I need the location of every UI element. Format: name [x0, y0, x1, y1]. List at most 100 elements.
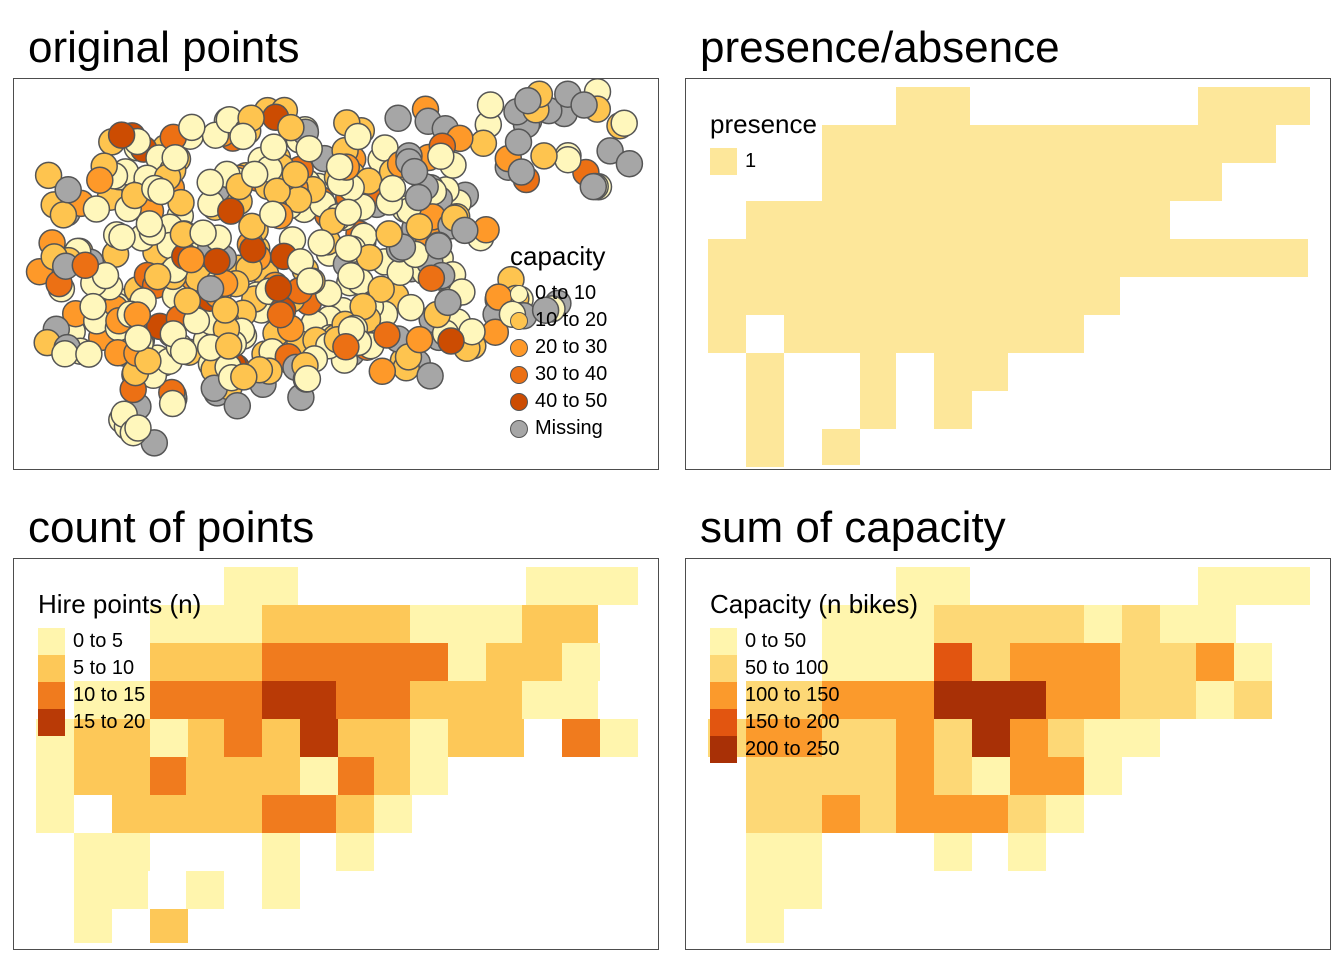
raster-cell: [562, 643, 600, 681]
legend-swatch: [510, 284, 528, 303]
raster-cell: [448, 719, 524, 757]
point-marker: [307, 229, 335, 257]
point-marker: [531, 296, 560, 324]
raster-cell: [224, 719, 262, 757]
legend-label: 50 to 100: [745, 657, 829, 679]
point-marker: [51, 340, 79, 368]
raster-cell: [934, 757, 972, 795]
point-marker: [108, 223, 136, 251]
legend-title: presence: [710, 109, 817, 139]
raster-cell: [896, 719, 934, 757]
presence-raster: [708, 87, 1310, 469]
legend-item: 30 to 40: [510, 361, 607, 388]
point-marker: [264, 274, 293, 302]
point-marker: [469, 129, 498, 158]
raster-cell: [374, 757, 410, 795]
raster-cell: [262, 871, 300, 909]
raster-cell: [896, 567, 970, 605]
raster-cell: [934, 719, 972, 757]
legend-item: 50 to 100: [710, 655, 918, 682]
point-marker: [223, 392, 252, 420]
raster-cell: [746, 681, 822, 719]
legend-label: 1: [745, 150, 757, 172]
legend-swatch: [710, 682, 737, 709]
legend-label: 10 to 15: [73, 684, 146, 706]
raster-cell: [1008, 795, 1046, 833]
legend-item: 0 to 50: [710, 628, 918, 655]
point-marker: [416, 362, 444, 390]
point-marker: [277, 113, 305, 142]
raster-cell: [860, 795, 896, 833]
legend-item: 20 to 30: [510, 334, 607, 361]
legend-item: 150 to 200: [710, 709, 918, 736]
point-marker: [259, 200, 287, 229]
points-layer: [25, 79, 644, 457]
point-marker: [293, 365, 322, 393]
point-marker: [384, 104, 412, 133]
point-marker: [161, 143, 189, 172]
legend-item: 10 to 15: [38, 682, 201, 709]
point-marker: [49, 201, 78, 229]
raster-cell: [1046, 795, 1084, 833]
point-marker: [504, 128, 533, 156]
point-marker: [476, 91, 505, 119]
raster-cell: [896, 795, 1008, 833]
point-marker: [158, 389, 187, 418]
raster-cell: [262, 719, 300, 757]
raster-cell: [746, 909, 784, 943]
raster-cell: [746, 757, 784, 795]
raster-cell: [746, 871, 822, 909]
point-marker: [579, 172, 608, 201]
legend-item: 5 to 10: [38, 655, 201, 682]
raster-cell: [150, 681, 186, 719]
point-marker: [169, 337, 198, 366]
raster-cell: [338, 719, 410, 757]
legend-presence: presence 1: [710, 109, 817, 175]
raster-cell: [522, 681, 598, 719]
raster-cell: [1234, 681, 1272, 719]
legend-swatch: [510, 338, 528, 357]
point-marker: [240, 160, 269, 189]
point-marker: [124, 324, 152, 353]
point-marker: [514, 86, 542, 115]
legend-capacity: capacity 0 to 10 10 to 20 20 to 30 30 to 40…: [510, 241, 607, 442]
point-marker: [34, 161, 63, 190]
point-marker: [404, 183, 433, 212]
raster-cell: [746, 795, 784, 833]
legend-capacity-bikes: Capacity (n bikes) 0 to 50 50 to 100 100 t…: [710, 589, 918, 763]
point-marker: [143, 262, 172, 291]
raster-cell: [36, 757, 74, 795]
point-marker: [211, 296, 240, 324]
legend-swatch: [510, 365, 528, 384]
raster-cell: [150, 757, 186, 795]
point-marker: [260, 133, 288, 161]
point-marker: [296, 267, 324, 295]
raster-cell: [150, 719, 188, 757]
raster-cell: [74, 833, 150, 871]
raster-cell: [522, 605, 598, 643]
point-marker: [427, 142, 455, 171]
legend-swatch: [38, 682, 65, 709]
raster-cell: [262, 605, 410, 643]
raster-cell: [822, 605, 934, 643]
raster-cell: [1120, 643, 1196, 681]
legend-label: 20 to 30: [535, 336, 608, 358]
raster-cell: [600, 719, 638, 757]
raster-cell: [1160, 605, 1236, 643]
raster-cell: [74, 871, 148, 909]
raster-cell: [934, 605, 1084, 643]
legend-swatch: [710, 655, 737, 682]
point-marker: [368, 357, 397, 386]
raster-cell: [486, 643, 562, 681]
raster-cell: [186, 681, 224, 719]
title-presence-absence: presence/absence: [700, 23, 1060, 72]
raster-cell: [186, 871, 224, 909]
raster-cell: [1198, 567, 1310, 605]
raster-cell: [188, 719, 224, 757]
raster-cell: [526, 567, 638, 605]
point-marker: [214, 332, 243, 360]
legend-label: 100 to 150: [745, 684, 840, 706]
legend-label: 200 to 250: [745, 738, 840, 760]
legend-title: Capacity (n bikes): [710, 589, 919, 619]
raster-cell: [1008, 833, 1046, 871]
